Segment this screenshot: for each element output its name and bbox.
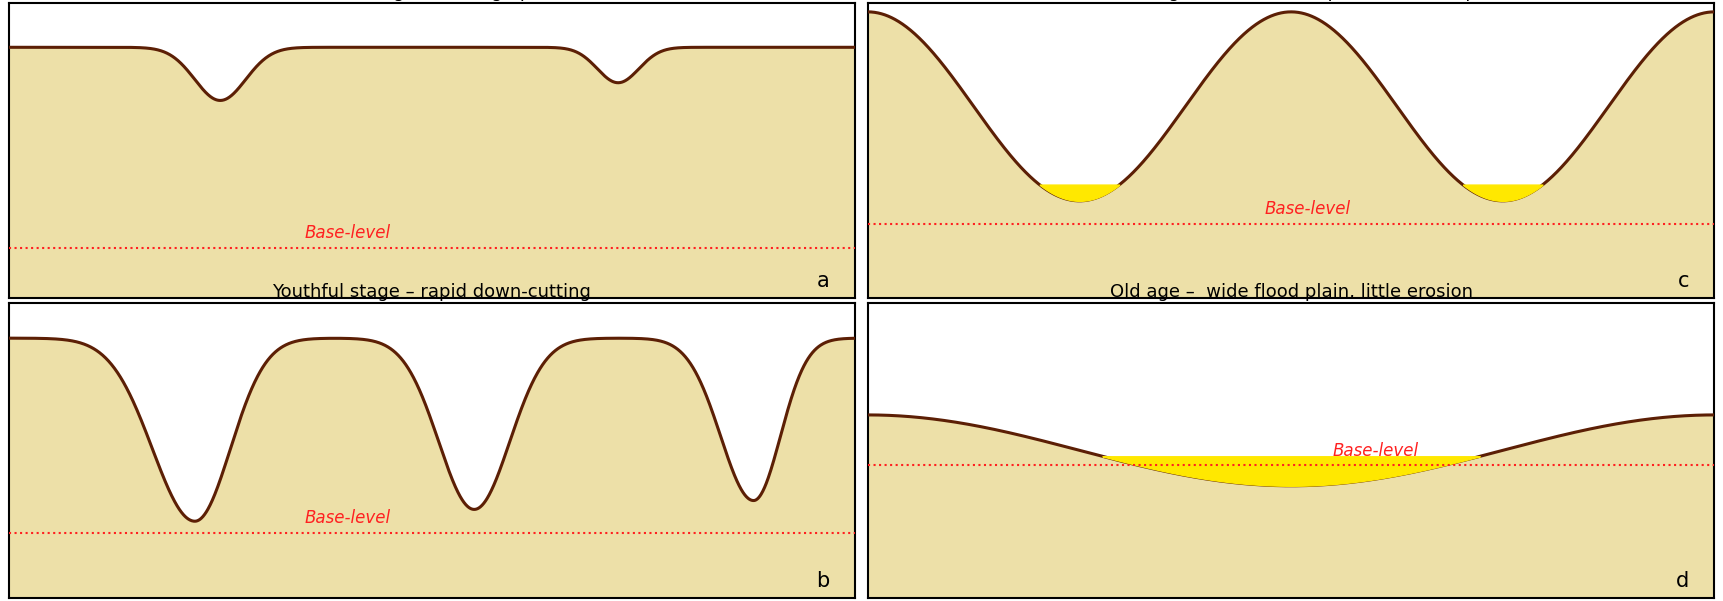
Title: Mature stage – initial development of flood plain: Mature stage – initial development of fl… bbox=[1072, 0, 1509, 1]
Title: Youthful stage – rapid down-cutting: Youthful stage – rapid down-cutting bbox=[272, 283, 591, 301]
Text: b: b bbox=[817, 570, 830, 591]
Text: Base-level: Base-level bbox=[1332, 442, 1418, 460]
Text: Base-level: Base-level bbox=[1265, 200, 1351, 218]
Text: c: c bbox=[1678, 271, 1689, 291]
Text: d: d bbox=[1676, 570, 1689, 591]
Title: Old age –  wide flood plain, little erosion: Old age – wide flood plain, little erosi… bbox=[1110, 283, 1473, 301]
Text: Base-level: Base-level bbox=[305, 508, 391, 526]
Text: Base-level: Base-level bbox=[305, 224, 391, 242]
Title: Initial stage following uplift: Initial stage following uplift bbox=[310, 0, 555, 1]
Text: a: a bbox=[817, 271, 830, 291]
